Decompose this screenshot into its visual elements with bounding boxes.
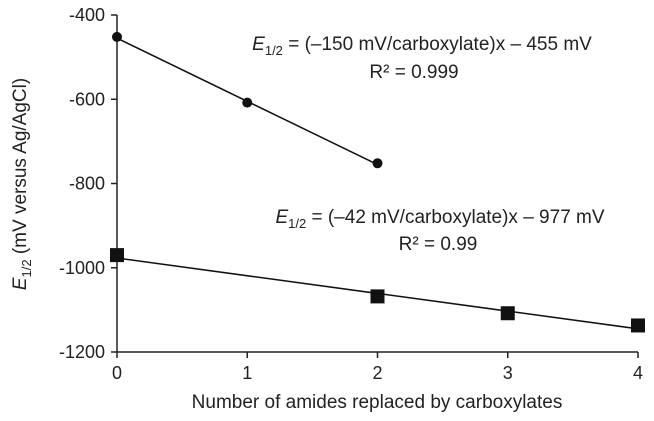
annotation-1-subscript: 1/2 [265,43,283,58]
series-2 [110,248,645,333]
annotation-2-equation: E1/2 = (–42 mV/carboxylate)x – 977 mV [275,207,604,231]
y-axis-title-symbol: E [10,277,31,290]
y-tick-label: -800 [69,174,105,194]
annotation-2-subscript: 1/2 [288,216,306,231]
y-axis-title: E1/2 (mV versus Ag/AgCl) [10,78,34,290]
y-axis-title-rest: (mV versus Ag/AgCl) [10,78,31,260]
y-tick-label: -1200 [59,342,105,362]
annotation-1-symbol: E [252,34,265,55]
annotation-2-r2: R² = 0.99 [399,234,478,255]
series-2-point [370,289,385,304]
x-tick-label: 4 [633,363,643,383]
y-tick-label: -400 [69,5,105,25]
x-ticks: 0 1 2 3 4 [112,352,643,383]
series-1-point [372,158,383,169]
y-ticks: -400 -600 -800 -1000 -1200 [59,5,117,362]
y-tick-label: -600 [69,89,105,109]
series-1 [112,31,383,169]
y-tick-label: -1000 [59,258,105,278]
annotation-2-symbol: E [275,207,288,228]
series-1-point [242,97,253,108]
annotation-1-text: = (–150 mV/carboxylate)x – 455 mV [283,34,592,55]
x-axis-title: Number of amides replaced by carboxylate… [192,392,563,413]
x-tick-label: 0 [112,363,122,383]
x-tick-label: 2 [372,363,382,383]
series-1-point [112,31,122,42]
series-2-point [631,318,645,333]
y-axis-title-subscript: 1/2 [19,259,34,277]
series-2-point [110,248,124,263]
x-tick-label: 1 [242,363,252,383]
series-2-point [500,306,515,321]
annotation-2-text: = (–42 mV/carboxylate)x – 977 mV [306,207,605,228]
x-tick-label: 3 [503,363,513,383]
annotation-1-equation: E1/2 = (–150 mV/carboxylate)x – 455 mV [252,34,592,58]
series-layer [110,31,645,333]
annotation-1-r2: R² = 0.999 [369,62,458,83]
